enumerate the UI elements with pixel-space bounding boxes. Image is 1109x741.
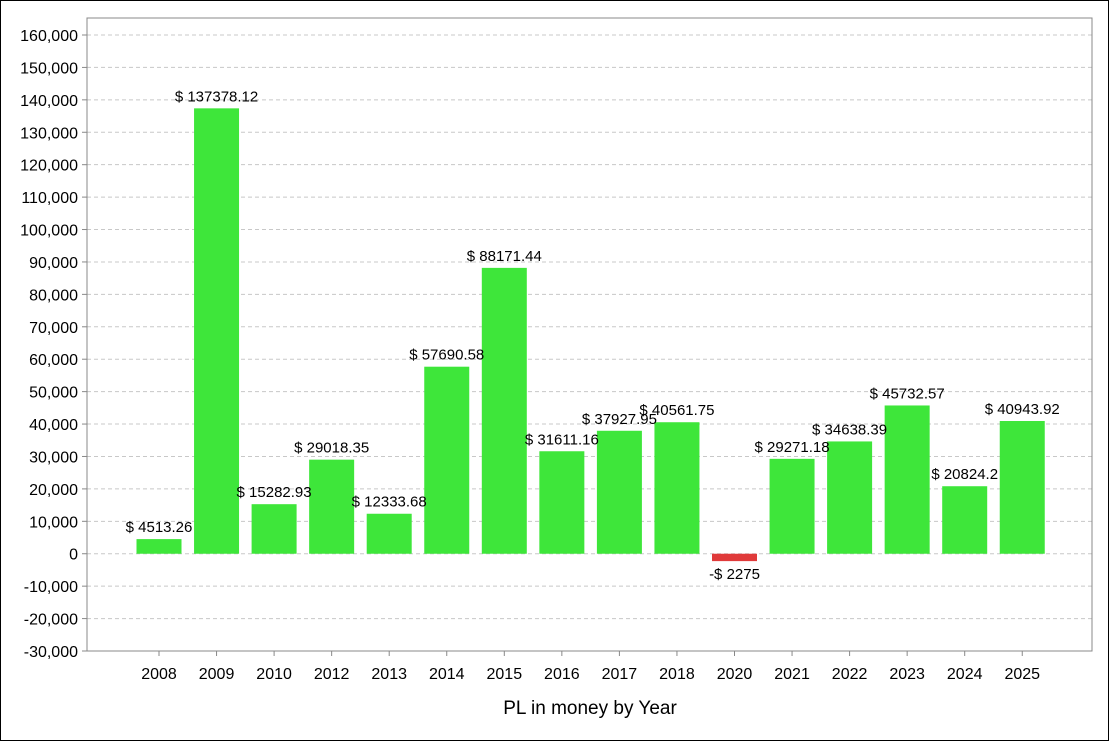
y-tick-label: 110,000 bbox=[21, 190, 78, 207]
y-tick-label: 120,000 bbox=[20, 158, 78, 175]
x-tick-label: 2009 bbox=[199, 666, 235, 683]
bar-2022 bbox=[827, 441, 873, 554]
x-tick-label: 2010 bbox=[256, 666, 292, 683]
bar-2025 bbox=[999, 420, 1045, 554]
y-tick-label: 80,000 bbox=[29, 287, 78, 304]
data-label-2024: $ 20824.2 bbox=[931, 466, 998, 483]
y-tick-label: 50,000 bbox=[29, 385, 78, 402]
x-tick-label: 2008 bbox=[141, 666, 177, 683]
data-label-2017: $ 37927.95 bbox=[582, 411, 657, 428]
y-tick-label: 30,000 bbox=[29, 449, 78, 466]
x-tick-label: 2015 bbox=[487, 666, 523, 683]
y-tick-label: 90,000 bbox=[29, 255, 78, 272]
bar-2020 bbox=[712, 553, 757, 562]
bar-2014 bbox=[424, 366, 470, 554]
y-axis-ticks: -30,000 -20,000 -10,000 0 10,000 20,000 30,000… bbox=[20, 28, 87, 661]
x-tick-label: 2025 bbox=[1004, 666, 1040, 683]
bar-2013 bbox=[366, 513, 412, 554]
x-tick-label: 2016 bbox=[544, 666, 580, 683]
axes bbox=[86, 17, 1093, 652]
y-tick-label: 60,000 bbox=[29, 352, 78, 369]
x-tick-label: 2022 bbox=[832, 666, 868, 683]
x-axis-ticks: 2008 2009 2010 2012 2013 2014 2015 2016 2017 2018… bbox=[141, 651, 1040, 683]
x-axis-title: PL in money by Year bbox=[503, 698, 677, 719]
plot-area-border bbox=[86, 17, 1093, 652]
bar-2009 bbox=[194, 108, 240, 554]
y-tick-label: 160,000 bbox=[20, 28, 78, 45]
data-label-2016: $ 31611.16 bbox=[525, 431, 599, 448]
bar-2012 bbox=[309, 459, 355, 554]
y-tick-label: 0 bbox=[69, 547, 78, 564]
bar-2021 bbox=[769, 458, 815, 554]
y-tick-label: -30,000 bbox=[24, 644, 78, 661]
x-tick-label: 2012 bbox=[314, 666, 350, 683]
x-tick-label: 2024 bbox=[947, 666, 983, 683]
x-tick-label: 2014 bbox=[429, 666, 465, 683]
x-tick-label: 2021 bbox=[774, 666, 810, 683]
bar-2024 bbox=[942, 486, 988, 554]
data-label-2012: $ 29018.35 bbox=[294, 440, 369, 457]
bar-2017 bbox=[596, 430, 642, 554]
data-label-2025: $ 40943.92 bbox=[985, 401, 1060, 418]
bar-2008 bbox=[136, 539, 182, 554]
y-tick-label: 100,000 bbox=[20, 223, 78, 240]
y-tick-label: -20,000 bbox=[24, 612, 78, 629]
data-label-2023: $ 45732.57 bbox=[870, 385, 945, 402]
y-tick-label: 150,000 bbox=[20, 60, 78, 77]
x-tick-label: 2020 bbox=[717, 666, 753, 683]
data-label-2021: $ 29271.18 bbox=[755, 439, 830, 456]
data-label-2013: $ 12333.68 bbox=[352, 494, 427, 511]
y-tick-label: 70,000 bbox=[29, 320, 78, 337]
bar-2018 bbox=[654, 422, 700, 554]
y-tick-label: 20,000 bbox=[29, 482, 78, 499]
bar-2010 bbox=[251, 504, 297, 554]
y-tick-label: 140,000 bbox=[20, 93, 78, 110]
data-label-2010: $ 15282.93 bbox=[237, 484, 312, 501]
y-tick-label: 40,000 bbox=[29, 417, 78, 434]
x-tick-label: 2017 bbox=[602, 666, 638, 683]
data-label-2018: $ 40561.75 bbox=[639, 402, 714, 419]
bars bbox=[136, 108, 1045, 562]
data-labels: $ 4513.26 $ 137378.12 $ 15282.93 $ 29018.35… bbox=[126, 88, 1060, 583]
bar-2023 bbox=[884, 405, 930, 554]
data-label-2020: -$ 2275 bbox=[709, 566, 760, 583]
data-label-2022: $ 34638.39 bbox=[812, 421, 887, 438]
data-label-2015: $ 88171.44 bbox=[467, 248, 542, 265]
y-tick-label: 130,000 bbox=[20, 125, 78, 142]
data-label-2008: $ 4513.26 bbox=[126, 519, 193, 536]
y-tick-label: 10,000 bbox=[29, 514, 78, 531]
bar-2015 bbox=[481, 267, 527, 554]
x-tick-label: 2013 bbox=[371, 666, 407, 683]
bar-2016 bbox=[539, 451, 585, 554]
data-label-2009: $ 137378.12 bbox=[175, 88, 258, 105]
data-label-2014: $ 57690.58 bbox=[409, 347, 484, 364]
x-tick-label: 2018 bbox=[659, 666, 695, 683]
x-tick-label: 2023 bbox=[889, 666, 925, 683]
y-tick-label: -10,000 bbox=[24, 579, 78, 596]
